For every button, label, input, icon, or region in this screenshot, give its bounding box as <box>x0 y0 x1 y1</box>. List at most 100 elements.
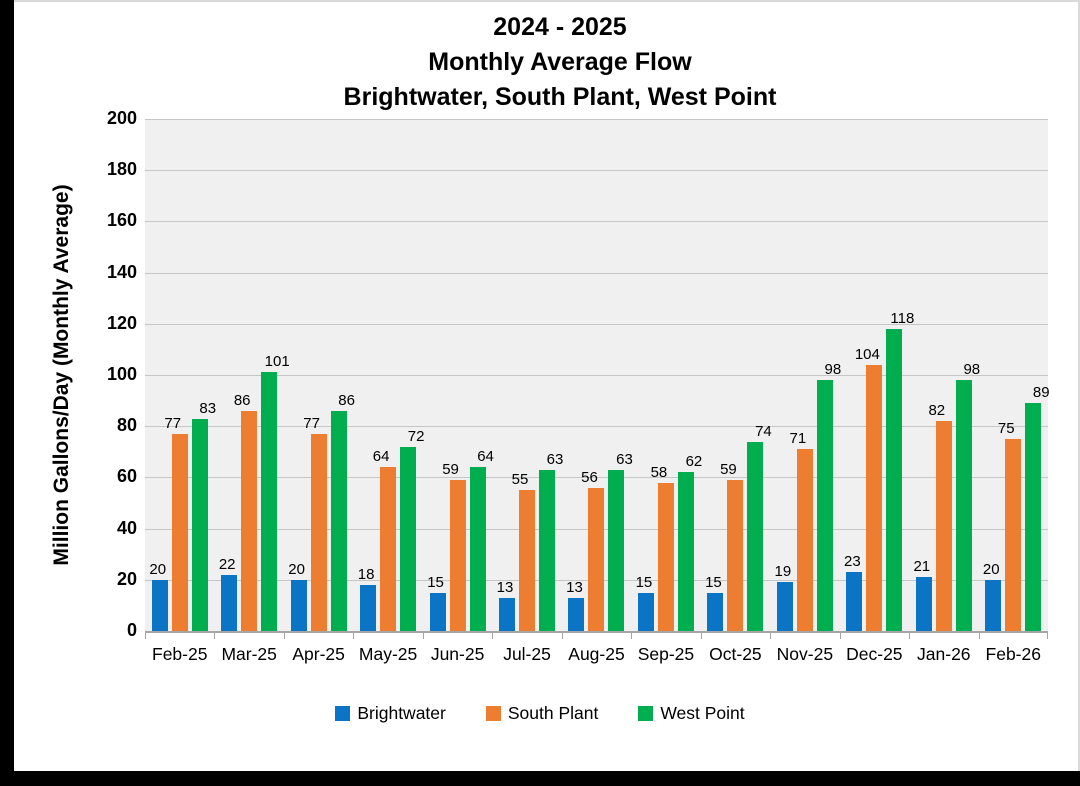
bar-value-label: 59 <box>442 460 459 478</box>
x-axis: Feb-25 Mar-25 Apr-25 May-25 Jun-25 Jul-25 Aug-… <box>145 631 1048 671</box>
frame-left-border <box>0 0 14 786</box>
bar-south-plant <box>935 421 952 631</box>
bar-column: 23 <box>843 119 863 631</box>
bar-column: 118 <box>886 119 914 631</box>
bar-column: 82 <box>928 119 952 631</box>
bar-column: 86 <box>234 119 258 631</box>
bar-group: 20 77 83 <box>145 119 216 631</box>
bar-value-label: 18 <box>357 565 375 583</box>
bar-value-label: 83 <box>199 399 217 417</box>
gridline <box>145 119 1048 120</box>
y-tick-label: 60 <box>116 466 137 487</box>
bar-value-label: 15 <box>635 573 653 591</box>
bar-value-label: 19 <box>774 563 792 581</box>
bar-column: 62 <box>677 119 702 631</box>
bar-column: 59 <box>442 119 466 631</box>
bar-west-point <box>400 446 417 631</box>
bar-value-label: 63 <box>616 450 633 468</box>
bar-west-point <box>330 410 347 631</box>
x-tick-label: Mar-25 <box>221 644 277 664</box>
y-tick-label: 200 <box>106 108 137 128</box>
gridline <box>145 323 1048 325</box>
bar-south-plant <box>588 487 605 631</box>
bar-value-label: 77 <box>164 414 182 432</box>
bar-west-point <box>1025 403 1042 631</box>
bar-south-plant <box>241 410 258 631</box>
x-axis-tick-mark <box>353 633 355 639</box>
legend-label: Brightwater <box>357 703 446 723</box>
x-axis-tick-mark <box>492 633 494 639</box>
bar-column: 15 <box>427 119 446 631</box>
bar-south-plant <box>796 449 813 631</box>
bar-column: 18 <box>357 119 377 631</box>
bar-value-label: 62 <box>685 453 703 471</box>
legend-label: West Point <box>660 703 745 723</box>
bar-value-label: 71 <box>789 430 807 448</box>
gridline <box>145 221 1048 223</box>
bar-column: 58 <box>651 119 674 631</box>
bar-brightwater <box>707 592 724 631</box>
frame-top-edge <box>0 0 1080 2</box>
bar-column: 20 <box>288 119 307 631</box>
chart-title-line-2: Monthly Average Flow <box>428 48 692 76</box>
bar-value-label: 77 <box>303 414 320 432</box>
bar-south-plant <box>657 482 674 631</box>
x-tick-label: Jan-26 <box>917 644 971 664</box>
x-tick-label: Jun-25 <box>430 644 485 664</box>
bar-group: 22 86 101 <box>214 119 290 631</box>
bar-column: 56 <box>581 119 605 631</box>
bar-column: 77 <box>303 119 327 631</box>
bar-brightwater <box>360 584 377 631</box>
bar-brightwater <box>985 579 1002 631</box>
gridline <box>145 170 1048 172</box>
bar-column: 83 <box>191 119 216 631</box>
bar-column: 63 <box>608 119 633 631</box>
legend-swatch-brightwater <box>335 706 351 721</box>
bar-value-label: 20 <box>149 560 167 578</box>
bar-west-point <box>191 418 208 631</box>
chart-title-line-3: Brightwater, South Plant, West Point <box>343 83 777 111</box>
y-tick-label: 40 <box>116 517 137 538</box>
bar-brightwater <box>151 579 168 631</box>
x-axis-tick-mark <box>978 633 980 639</box>
bar-value-label: 20 <box>982 560 1000 578</box>
bar-brightwater <box>499 597 516 631</box>
bar-south-plant <box>519 490 536 631</box>
gridline <box>145 272 1048 274</box>
x-tick-label: Dec-25 <box>846 644 903 664</box>
bar-value-label: 101 <box>264 353 290 371</box>
bar-column: 64 <box>469 119 494 631</box>
bar-value-label: 23 <box>843 553 861 571</box>
x-tick-label: Apr-25 <box>292 644 345 664</box>
bar-column: 77 <box>164 119 188 631</box>
bar-value-label: 75 <box>997 420 1015 437</box>
bar-column: 13 <box>566 119 585 631</box>
legend-label: South Plant <box>507 703 599 723</box>
bar-brightwater <box>915 577 932 631</box>
bar-column: 15 <box>705 119 724 631</box>
bar-value-label: 89 <box>1032 384 1050 402</box>
bar-value-label: 13 <box>566 578 583 596</box>
bar-column: 74 <box>747 119 772 631</box>
bar-brightwater <box>568 597 585 631</box>
bar-west-point <box>747 441 764 631</box>
frame-right-edge <box>1078 0 1080 771</box>
chart-title: 2024 - 2025 Monthly Average Flow Brightw… <box>20 10 1080 115</box>
legend: Brightwater South Plant West Point <box>0 703 1080 724</box>
legend-swatch-south-plant <box>485 706 501 721</box>
bar-value-label: 86 <box>233 391 251 409</box>
bar-group: 19 71 98 <box>770 119 841 631</box>
bar-group: 20 77 86 <box>284 119 355 631</box>
bar-group: 13 56 63 <box>562 119 633 631</box>
x-axis-tick-mark <box>283 633 285 639</box>
legend-item-west-point: West Point <box>638 703 745 724</box>
gridline <box>145 375 1048 376</box>
legend-item-south-plant: South Plant <box>485 703 599 724</box>
bar-group: 23 104 118 <box>840 119 914 631</box>
bar-brightwater <box>776 582 793 631</box>
bar-value-label: 15 <box>705 573 722 591</box>
bar-brightwater <box>846 572 863 631</box>
frame-bottom-border <box>0 771 1080 786</box>
y-axis-ticks: 0 20 40 60 80 100 120 140 160 180 200 <box>0 108 137 640</box>
